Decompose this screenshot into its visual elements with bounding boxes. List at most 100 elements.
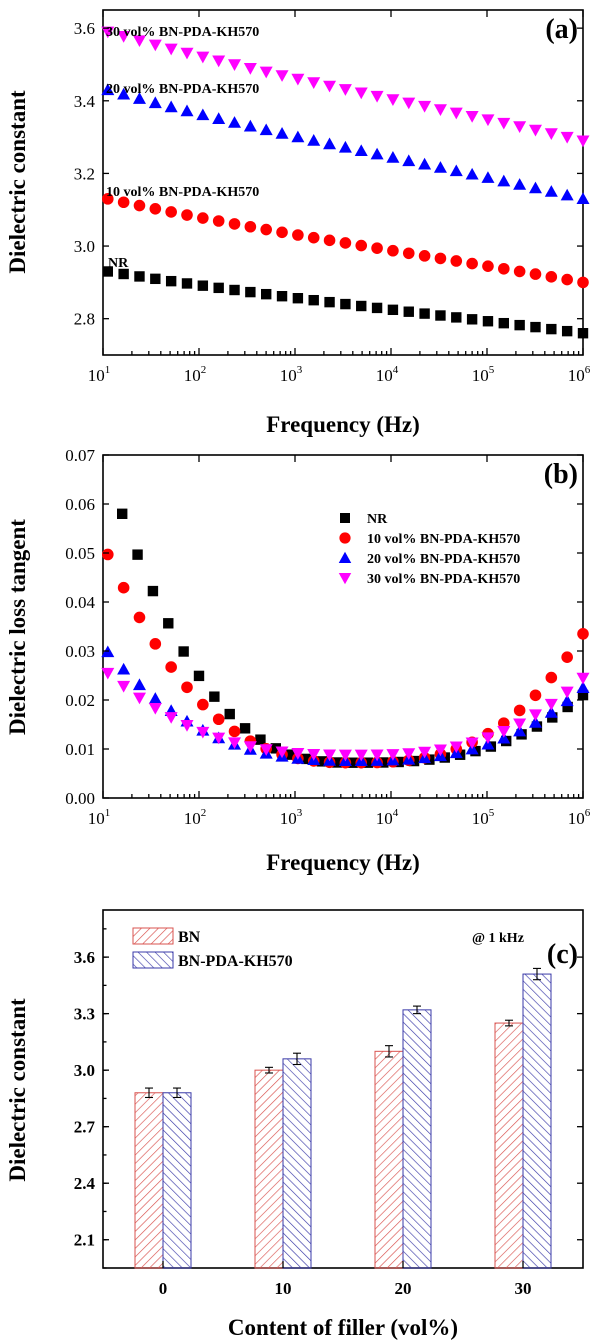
data-point-nr: [178, 646, 189, 657]
x-tick-label: 102: [184, 807, 207, 828]
data-point-10-vol-bn-pda-kh570: [181, 209, 193, 221]
data-point-30-vol-bn-pda-kh570: [148, 39, 162, 52]
data-point-nr: [577, 328, 589, 339]
data-point-nr: [224, 708, 235, 720]
data-point-10-vol-bn-pda-kh570: [228, 725, 241, 738]
data-point-30-vol-bn-pda-kh570: [259, 66, 273, 79]
data-point-nr: [371, 302, 383, 314]
legend-label-20-vol-bn-pda-kh570: 20 vol% BN-PDA-KH570: [367, 552, 520, 567]
data-point-30-vol-bn-pda-kh570: [386, 94, 400, 106]
data-point-30-vol-bn-pda-kh570: [243, 741, 257, 753]
data-point-nr: [276, 291, 288, 302]
data-point-30-vol-bn-pda-kh570: [354, 749, 368, 762]
bar-bn-pda-kh570-10: [282, 1058, 312, 1269]
x-tick-label: 10: [275, 1279, 292, 1298]
data-point-nr: [181, 278, 193, 289]
data-point-10-vol-bn-pda-kh570: [149, 638, 162, 650]
y-tick-label: 0.02: [65, 691, 95, 710]
series-label-nr: NR: [108, 256, 129, 271]
data-point-30-vol-bn-pda-kh570: [132, 692, 146, 705]
data-point-10-vol-bn-pda-kh570: [212, 215, 225, 227]
data-point-10-vol-bn-pda-kh570: [387, 244, 399, 257]
data-point-30-vol-bn-pda-kh570: [164, 43, 178, 56]
data-point-30-vol-bn-pda-kh570: [528, 709, 542, 722]
data-point-nr: [546, 323, 557, 335]
data-point-30-vol-bn-pda-kh570: [196, 51, 210, 64]
panel-b-legend: NR 10 vol% BN-PDA-KH570 20 vol% BN-PDA-KH5…: [338, 512, 520, 587]
legend-swatch-bn-pda-kh570: [132, 951, 174, 969]
data-point-nr: [308, 294, 319, 306]
data-point-nr: [209, 691, 220, 702]
series-label-30vol: 30 vol% BN-PDA-KH570: [106, 25, 259, 40]
data-point-nr: [197, 280, 209, 291]
data-point-10-vol-bn-pda-kh570: [513, 265, 526, 278]
data-point-20-vol-bn-pda-kh570: [402, 154, 416, 167]
data-point-20-vol-bn-pda-kh570: [497, 174, 511, 187]
data-point-nr: [193, 670, 205, 682]
data-point-30-vol-bn-pda-kh570: [370, 90, 384, 103]
data-point-20-vol-bn-pda-kh570: [338, 140, 352, 153]
data-point-30-vol-bn-pda-kh570: [354, 87, 368, 100]
y-tick-label: 3.6: [74, 19, 95, 38]
panel-b-marks: [101, 508, 590, 769]
data-point-30-vol-bn-pda-kh570: [497, 117, 511, 130]
data-point-10-vol-bn-pda-kh570: [561, 273, 573, 286]
data-point-30-vol-bn-pda-kh570: [101, 667, 115, 680]
data-point-nr: [324, 296, 335, 308]
y-tick-label: 3.6: [74, 948, 95, 967]
data-point-10-vol-bn-pda-kh570: [482, 260, 494, 272]
data-point-30-vol-bn-pda-kh570: [275, 70, 289, 82]
data-point-30-vol-bn-pda-kh570: [117, 680, 131, 693]
y-tick-label: 0.06: [65, 495, 95, 514]
x-tick-label: 106: [568, 364, 591, 385]
data-point-30-vol-bn-pda-kh570: [433, 744, 447, 757]
data-point-30-vol-bn-pda-kh570: [513, 121, 527, 133]
data-point-nr: [387, 304, 399, 316]
data-point-30-vol-bn-pda-kh570: [528, 124, 542, 137]
data-point-nr: [435, 310, 446, 321]
legend-swatch-bn: [132, 927, 174, 945]
data-point-20-vol-bn-pda-kh570: [132, 678, 146, 691]
data-point-10-vol-bn-pda-kh570: [339, 237, 352, 249]
y-tick-label: 3.4: [74, 92, 96, 111]
data-point-20-vol-bn-pda-kh570: [465, 167, 479, 180]
data-point-nr: [270, 743, 281, 754]
data-point-10-vol-bn-pda-kh570: [561, 651, 573, 663]
data-point-10-vol-bn-pda-kh570: [450, 255, 463, 267]
data-point-10-vol-bn-pda-kh570: [102, 548, 114, 561]
data-point-nr: [466, 314, 478, 325]
legend-label-bn: BN: [178, 929, 201, 946]
data-point-nr: [102, 266, 113, 277]
data-point-10-vol-bn-pda-kh570: [577, 628, 589, 640]
data-point-nr: [229, 284, 240, 296]
data-point-20-vol-bn-pda-kh570: [528, 181, 542, 194]
data-point-20-vol-bn-pda-kh570: [513, 724, 527, 737]
y-tick-label: 0.05: [65, 544, 95, 563]
data-point-nr: [332, 757, 343, 768]
data-point-30-vol-bn-pda-kh570: [148, 702, 162, 715]
data-point-nr: [292, 293, 304, 304]
data-point-20-vol-bn-pda-kh570: [117, 87, 131, 100]
data-point-nr: [530, 321, 541, 333]
data-point-nr: [514, 319, 525, 331]
panel-c-bars: [134, 967, 552, 1269]
data-point-10-vol-bn-pda-kh570: [371, 242, 383, 254]
data-point-nr: [132, 549, 143, 560]
x-tick-label: 106: [568, 807, 591, 828]
data-point-10-vol-bn-pda-kh570: [117, 196, 130, 209]
panel-c-y-ticks: 2.1 2.4 2.7 3.0 3.3 3.6: [74, 928, 583, 1269]
data-point-10-vol-bn-pda-kh570: [133, 199, 146, 212]
y-tick-label: 0.04: [65, 593, 95, 612]
data-point-30-vol-bn-pda-kh570: [228, 737, 242, 750]
data-point-10-vol-bn-pda-kh570: [577, 276, 589, 289]
data-point-nr: [239, 723, 251, 734]
data-point-10-vol-bn-pda-kh570: [498, 717, 510, 729]
data-point-30-vol-bn-pda-kh570: [338, 84, 352, 96]
x-tick-label: 103: [280, 364, 303, 385]
x-tick-label: 20: [395, 1279, 412, 1298]
panel-label-b: (b): [544, 459, 578, 490]
data-point-30-vol-bn-pda-kh570: [576, 672, 590, 685]
data-point-30-vol-bn-pda-kh570: [212, 55, 226, 68]
data-point-nr: [403, 306, 414, 317]
bar-bn-20: [374, 1050, 404, 1269]
